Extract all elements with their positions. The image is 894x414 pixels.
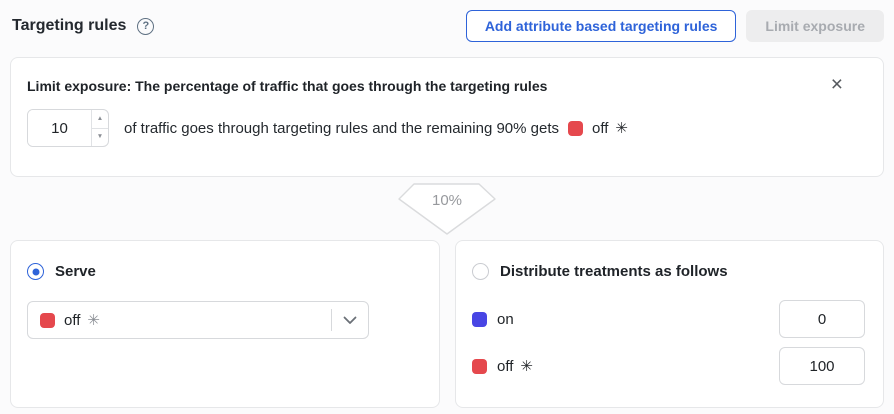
- serve-card: Serve off ✳: [10, 240, 440, 408]
- serve-radio[interactable]: [27, 263, 44, 280]
- distribute-radio[interactable]: [472, 263, 489, 280]
- treatment-on-swatch: [472, 311, 487, 327]
- treatment-off-percent-field[interactable]: [779, 347, 865, 385]
- arrow-percentage-label: 10%: [431, 192, 463, 209]
- distribute-label: Distribute treatments as follows: [500, 263, 728, 280]
- default-treatment-asterisk-icon: ✳: [520, 358, 533, 375]
- treatment-off-label: off: [592, 119, 609, 137]
- distribute-card: Distribute treatments as follows on off …: [455, 240, 884, 408]
- treatment-off-swatch: [40, 312, 55, 328]
- step-down-icon[interactable]: ▼: [92, 129, 108, 147]
- treatment-on-label: on: [497, 310, 514, 328]
- chevron-down-icon: [343, 316, 357, 325]
- exposure-sentence: of traffic goes through targeting rules …: [124, 119, 559, 137]
- dropdown-divider: [331, 309, 332, 331]
- treatment-off-label: off: [497, 357, 514, 375]
- traffic-flow-arrow: 10%: [0, 177, 894, 240]
- help-icon[interactable]: ?: [137, 17, 155, 35]
- serve-radio-row[interactable]: Serve: [27, 263, 421, 280]
- treatment-off-swatch: [568, 120, 583, 136]
- header: Targeting rules ? Add attribute based ta…: [0, 0, 894, 42]
- treatment-row-on: on: [472, 300, 865, 338]
- exposure-value-field[interactable]: [28, 110, 91, 146]
- default-treatment-asterisk-icon: ✳: [615, 120, 628, 137]
- default-treatment-asterisk-icon: ✳: [87, 312, 100, 329]
- selected-treatment-label: off: [64, 311, 81, 329]
- limit-exposure-button[interactable]: Limit exposure: [746, 10, 884, 42]
- treatment-on-percent-field[interactable]: [779, 300, 865, 338]
- step-up-icon[interactable]: ▲: [92, 110, 108, 129]
- page-title: Targeting rules: [12, 17, 127, 34]
- treatment-dropdown[interactable]: off ✳: [27, 301, 369, 339]
- serve-label: Serve: [55, 263, 96, 280]
- add-attribute-rules-button[interactable]: Add attribute based targeting rules: [465, 10, 737, 42]
- distribute-radio-row[interactable]: Distribute treatments as follows: [472, 263, 865, 280]
- down-arrow-icon: [398, 183, 496, 235]
- limit-exposure-panel: Limit exposure: The percentage of traffi…: [10, 57, 884, 177]
- limit-exposure-heading: Limit exposure: The percentage of traffi…: [27, 78, 548, 94]
- treatment-row-off: off ✳: [472, 347, 865, 385]
- exposure-number-input: ▲ ▼: [27, 109, 109, 147]
- close-icon[interactable]: ×: [830, 73, 843, 96]
- treatment-off-swatch: [472, 358, 487, 374]
